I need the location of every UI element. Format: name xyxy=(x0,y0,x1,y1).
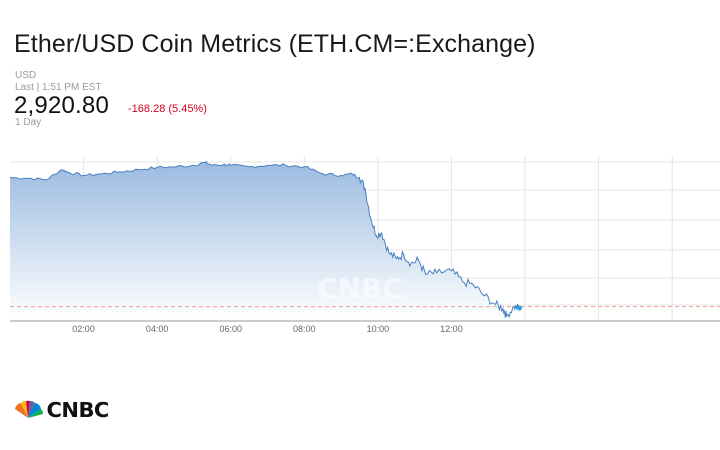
price-change: -168.28 (5.45%) xyxy=(128,103,207,115)
last-price: 2,920.80 xyxy=(14,92,110,119)
price-area xyxy=(10,161,520,321)
cnbc-watermark: CNBC xyxy=(317,272,403,305)
cnbc-logo: CNBC xyxy=(12,398,110,422)
x-axis-ticks: 02:00 04:00 06:00 08:00 10:00 12:00 xyxy=(72,324,462,334)
currency-label: USD xyxy=(15,70,37,81)
price-line xyxy=(9,160,520,319)
x-tick-label: 08:00 xyxy=(293,324,316,334)
x-tick-label: 04:00 xyxy=(146,324,169,334)
peacock-icon xyxy=(15,400,44,418)
logo-text: CNBC xyxy=(46,398,110,422)
x-tick-label: 02:00 xyxy=(72,324,95,334)
x-tick-label: 12:00 xyxy=(440,324,463,334)
x-tick-label: 10:00 xyxy=(367,324,390,334)
time-period-label: 1 Day xyxy=(15,117,42,128)
last-trade-time: Last | 1:51 PM EST xyxy=(15,82,102,93)
price-chart[interactable]: CNBC 02:00 04:00 06:00 08:00 10:00 12:00 xyxy=(0,150,720,340)
last-price-marker xyxy=(517,305,523,311)
chart-title: Ether/USD Coin Metrics (ETH.CM=:Exchange… xyxy=(14,30,536,58)
x-tick-label: 06:00 xyxy=(219,324,242,334)
